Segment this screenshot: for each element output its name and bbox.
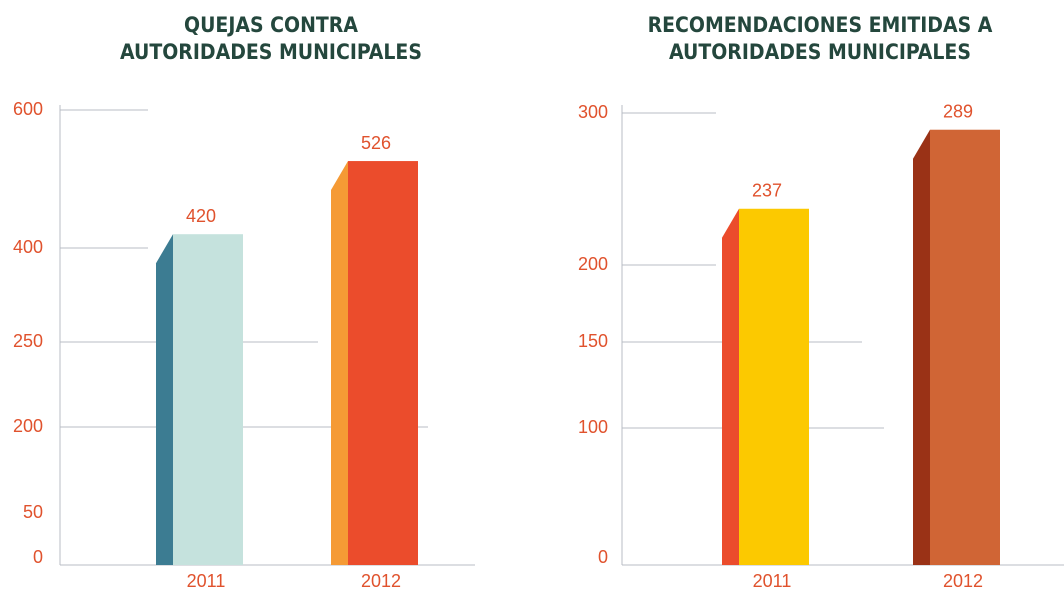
bar [930, 129, 1000, 565]
y-tick-label: 200 [578, 254, 608, 274]
y-tick-label: 400 [13, 237, 43, 257]
bar-side [913, 129, 930, 565]
chart-title: AUTORIDADES MUNICIPALES [120, 40, 422, 64]
x-tick-label: 2012 [361, 571, 401, 591]
y-tick-label: 100 [578, 417, 608, 437]
chart-title: AUTORIDADES MUNICIPALES [669, 40, 971, 64]
y-tick-label: 250 [13, 331, 43, 351]
x-tick-label: 2012 [943, 571, 983, 591]
y-tick-label: 0 [33, 547, 43, 567]
value-label: 289 [943, 101, 973, 121]
bar-side [156, 234, 173, 565]
value-label: 237 [752, 181, 782, 201]
bar [739, 208, 809, 565]
y-tick-label: 600 [13, 99, 43, 119]
chart-title: RECOMENDACIONES EMITIDAS A [648, 13, 993, 37]
y-tick-label: 150 [578, 331, 608, 351]
bar-side [331, 161, 348, 565]
y-tick-label: 300 [578, 102, 608, 122]
y-tick-label: 50 [23, 502, 43, 522]
y-tick-label: 0 [598, 547, 608, 567]
bar-side [722, 208, 739, 565]
value-label: 526 [361, 133, 391, 153]
x-tick-label: 2011 [753, 571, 792, 591]
y-tick-label: 200 [13, 416, 43, 436]
value-label: 420 [186, 206, 216, 226]
bar [348, 161, 418, 565]
x-tick-label: 2011 [187, 571, 226, 591]
bar [173, 234, 243, 565]
chart-title: QUEJAS CONTRA [184, 13, 358, 37]
